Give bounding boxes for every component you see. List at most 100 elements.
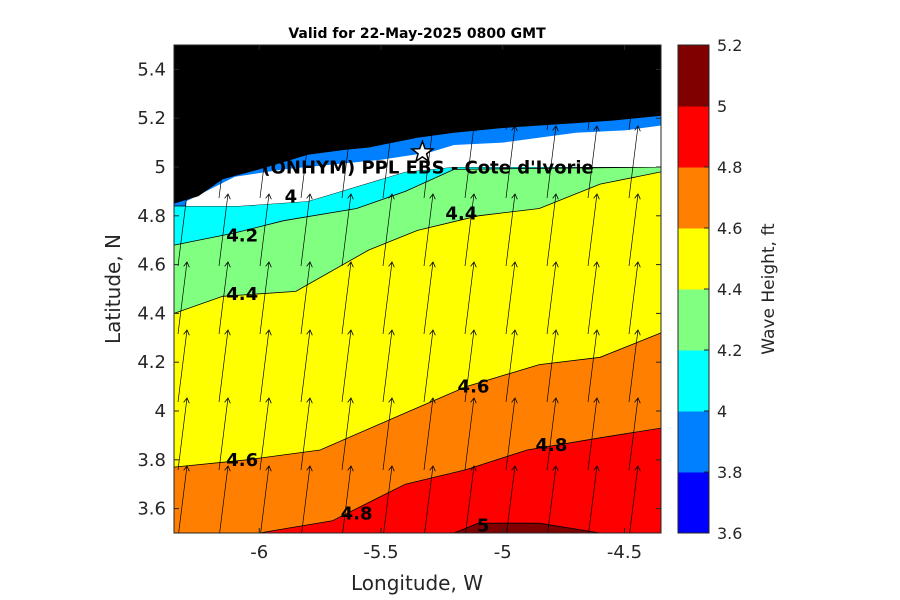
- colorbar-segment: [678, 45, 709, 107]
- contour-label: 4.2: [226, 225, 258, 246]
- y-tick-label: 4.6: [137, 255, 166, 276]
- wave-arrow: [260, 466, 269, 533]
- wave-arrow: [383, 466, 392, 533]
- colorbar-tick-label: 4.2: [717, 341, 742, 360]
- wave-arrow: [341, 398, 351, 471]
- wave-arrow: [464, 126, 474, 199]
- wave-arrow: [628, 194, 638, 267]
- wave-arrow: [301, 466, 310, 533]
- wave-arrow: [177, 58, 187, 131]
- wave-arrow: [300, 262, 310, 335]
- colorbar-tick-label: 4.6: [717, 219, 742, 238]
- contour-line-4-4: [174, 171, 661, 314]
- wave-direction-arrows: [177, 58, 638, 533]
- x-axis-title: Longitude, W: [351, 571, 483, 595]
- contour-labels: 4 4.2 4.4 4.4 4.6 4.6 4.8 4.8 5 (ONHYM) PPL EBS -…: [226, 139, 594, 537]
- wave-arrow: [218, 126, 228, 199]
- wave-arrow: [219, 466, 228, 533]
- wave-arrow: [341, 262, 351, 335]
- wave-arrow: [300, 58, 310, 131]
- contour-label: 4.8: [535, 435, 567, 456]
- wave-arrow: [587, 194, 597, 267]
- wave-arrow: [505, 330, 515, 403]
- contour-label: 4.6: [226, 450, 258, 471]
- wave-arrow: [177, 398, 187, 471]
- land-mass: [174, 45, 661, 204]
- wave-arrow: [341, 194, 351, 267]
- wave-arrow: [587, 58, 597, 131]
- wave-arrow: [628, 262, 638, 335]
- wave-arrow: [177, 194, 187, 267]
- colorbar-segment: [678, 472, 709, 534]
- wave-arrow: [587, 262, 597, 335]
- x-tick-label: -4.5: [607, 542, 642, 563]
- colorbar-tick-label: 3.8: [717, 463, 742, 482]
- x-tick-label: -5: [494, 542, 512, 563]
- site-label: (ONHYM) PPL EBS - Cote d'Ivorie: [262, 157, 593, 178]
- wave-arrow: [259, 58, 269, 131]
- wave-arrow: [464, 398, 474, 471]
- wave-arrow: [587, 398, 597, 471]
- wave-arrow: [628, 330, 638, 403]
- wave-arrow: [423, 58, 433, 131]
- y-tick-label: 4.2: [137, 352, 166, 373]
- wave-arrow: [259, 262, 269, 335]
- wave-arrow: [259, 398, 269, 471]
- wave-arrow: [300, 398, 310, 471]
- y-axis-title: Latitude, N: [101, 234, 125, 344]
- wave-arrow: [547, 466, 556, 533]
- wave-arrow: [341, 58, 351, 131]
- colorbar: 3.6 3.8 4 4.2 4.4 4.6 4.8 5 5.2: [677, 36, 742, 543]
- contour-label: 4.6: [458, 377, 490, 398]
- wave-arrow: [464, 58, 474, 131]
- colorbar-segment: [678, 106, 709, 168]
- colorbar-title: Wave Height, ft: [759, 223, 779, 355]
- wave-arrow: [177, 126, 187, 199]
- wave-arrow: [259, 126, 269, 199]
- wave-arrow: [628, 398, 638, 471]
- wave-arrow: [505, 398, 515, 471]
- contour-label: 5: [477, 516, 490, 537]
- wave-arrow: [505, 126, 515, 199]
- wave-arrow: [546, 398, 556, 471]
- wave-arrow: [382, 262, 392, 335]
- colorbar-tick-label: 3.6: [717, 524, 742, 543]
- wave-arrow: [218, 262, 228, 335]
- wave-arrow: [300, 194, 310, 267]
- y-tick-label: 5.2: [137, 108, 166, 129]
- wave-arrow: [505, 262, 515, 335]
- wave-arrow: [382, 58, 392, 131]
- wave-arrow: [178, 466, 187, 533]
- no-data-zone: [186, 125, 661, 206]
- wave-arrow: [382, 126, 392, 199]
- plot-frame: [173, 44, 662, 534]
- wave-arrow: [465, 466, 474, 533]
- wave-arrow: [424, 466, 433, 533]
- contour-line-5: [453, 522, 661, 533]
- wave-arrow: [218, 330, 228, 403]
- wave-arrow: [382, 194, 392, 267]
- wave-arrow: [177, 262, 187, 335]
- wave-arrow: [505, 58, 515, 131]
- y-tick-label: 5.4: [137, 59, 166, 80]
- wave-arrow: [628, 126, 638, 199]
- wave-arrow: [218, 194, 228, 267]
- wave-arrow: [423, 262, 433, 335]
- y-axis: 3.6 3.8 4 4.2 4.4 4.6 4.8 5 5.2 5.4: [137, 59, 661, 520]
- wave-arrow: [505, 194, 515, 267]
- y-tick-label: 4: [155, 401, 166, 422]
- site-star-icon: [409, 139, 435, 164]
- contour-label: 4: [285, 186, 298, 207]
- y-tick-label: 3.8: [137, 450, 166, 471]
- contour-label: 4.8: [341, 504, 373, 525]
- x-tick-label: -5.5: [363, 542, 398, 563]
- wave-arrow: [628, 58, 638, 131]
- y-tick-label: 3.6: [137, 499, 166, 520]
- wave-arrow: [342, 466, 351, 533]
- colorbar-tick-label: 4.4: [717, 280, 742, 299]
- x-axis: -6 -5.5 -5 -4.5: [250, 45, 642, 563]
- y-tick-label: 4.4: [137, 303, 166, 324]
- wave-arrow: [423, 194, 433, 267]
- colorbar-segment: [678, 167, 709, 229]
